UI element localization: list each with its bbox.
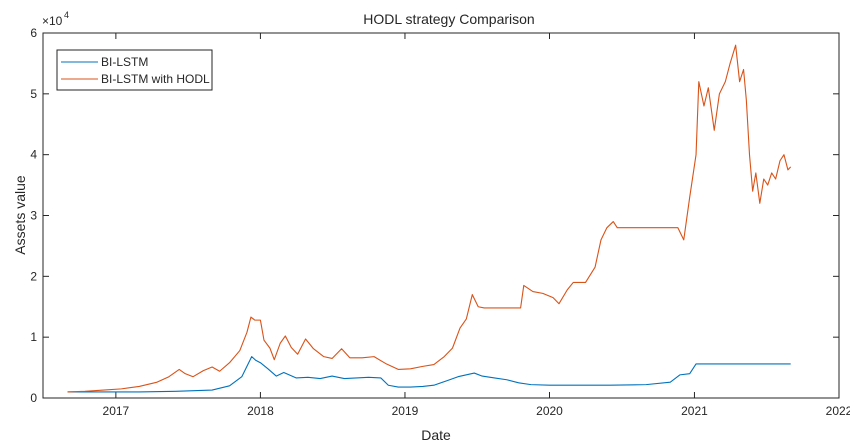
x-tick-label: 2018 [247,404,274,418]
y-tick-label: 5 [30,87,37,101]
x-tick-label: 2021 [681,404,708,418]
series-layer [67,44,792,393]
x-tick-label: 2020 [536,404,563,418]
x-axis: 2017 2018 2019 2020 2021 2022 [103,33,850,418]
x-tick-label: 2019 [392,404,419,418]
y-axis-label: Assets value [12,175,28,255]
y-tick-label: 6 [30,26,37,40]
legend-box [56,49,213,91]
x-tick-label: 2022 [826,404,850,418]
legend-label-bi-lstm: BI-LSTM [101,55,148,69]
x-tick-label: 2017 [103,404,130,418]
chart-title: HODL strategy Comparison [363,11,534,27]
legend-label-bi-lstm-hodl: BI-LSTM with HODL [101,72,210,86]
y-tick-label: 2 [30,269,37,283]
y-exponent-power: 4 [64,10,69,20]
series-line-bi-lstm [67,356,791,393]
y-axis-exponent: ×10 4 [42,10,69,28]
y-axis: 0 1 2 3 4 5 6 [30,26,839,405]
y-exponent-base: ×10 [42,14,63,28]
series-line-bi-lstm-with-hodl [67,44,792,393]
y-tick-label: 1 [30,330,37,344]
y-tick-label: 4 [30,148,37,162]
x-axis-label: Date [421,427,451,443]
y-tick-label: 3 [30,209,37,223]
legend: BI-LSTM BI-LSTM with HODL [56,49,213,91]
y-tick-label: 0 [30,391,37,405]
